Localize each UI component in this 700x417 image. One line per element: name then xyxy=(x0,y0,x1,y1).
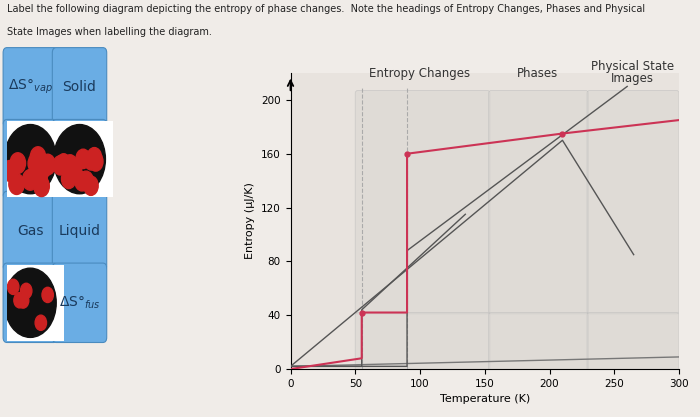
FancyBboxPatch shape xyxy=(52,191,106,271)
FancyBboxPatch shape xyxy=(587,312,679,385)
Text: Gas: Gas xyxy=(17,224,43,238)
Circle shape xyxy=(35,315,46,330)
FancyBboxPatch shape xyxy=(489,312,588,385)
Circle shape xyxy=(76,149,90,168)
Text: Images: Images xyxy=(611,72,654,85)
Circle shape xyxy=(53,156,67,175)
FancyBboxPatch shape xyxy=(3,119,57,199)
Circle shape xyxy=(18,293,29,308)
Circle shape xyxy=(57,154,71,173)
Circle shape xyxy=(40,154,55,175)
Text: Phases: Phases xyxy=(517,67,559,80)
FancyBboxPatch shape xyxy=(587,90,679,314)
Circle shape xyxy=(54,125,106,194)
Circle shape xyxy=(63,155,77,174)
Circle shape xyxy=(8,279,19,294)
FancyBboxPatch shape xyxy=(0,265,64,341)
Circle shape xyxy=(32,167,48,188)
Circle shape xyxy=(34,176,49,196)
Text: ΔS°$_{fus}$: ΔS°$_{fus}$ xyxy=(59,294,100,311)
Circle shape xyxy=(75,171,90,191)
FancyBboxPatch shape xyxy=(3,263,57,342)
Circle shape xyxy=(87,148,101,167)
Circle shape xyxy=(36,157,51,178)
FancyBboxPatch shape xyxy=(52,48,106,127)
Text: Physical State: Physical State xyxy=(591,60,674,73)
Circle shape xyxy=(22,169,38,190)
X-axis label: Temperature (K): Temperature (K) xyxy=(440,394,530,404)
Text: State Images when labelling the diagram.: State Images when labelling the diagram. xyxy=(7,27,212,37)
Circle shape xyxy=(88,152,103,171)
FancyBboxPatch shape xyxy=(355,312,490,385)
Circle shape xyxy=(2,161,18,181)
FancyBboxPatch shape xyxy=(0,121,64,197)
Circle shape xyxy=(14,293,25,308)
FancyBboxPatch shape xyxy=(489,90,588,314)
FancyBboxPatch shape xyxy=(3,191,57,271)
Text: ΔS°$_{vap}$: ΔS°$_{vap}$ xyxy=(8,78,52,96)
Circle shape xyxy=(20,283,32,299)
FancyBboxPatch shape xyxy=(52,119,106,199)
Circle shape xyxy=(62,169,76,188)
Circle shape xyxy=(84,151,99,170)
Y-axis label: Entropy (μJ/K): Entropy (μJ/K) xyxy=(246,183,256,259)
Circle shape xyxy=(42,287,53,302)
FancyBboxPatch shape xyxy=(46,121,113,197)
Circle shape xyxy=(10,153,26,173)
Circle shape xyxy=(67,161,82,181)
FancyBboxPatch shape xyxy=(52,263,106,342)
Text: Solid: Solid xyxy=(62,80,97,94)
Circle shape xyxy=(30,147,46,168)
Text: Entropy Changes: Entropy Changes xyxy=(370,67,470,80)
FancyBboxPatch shape xyxy=(3,48,57,127)
FancyBboxPatch shape xyxy=(355,90,490,314)
Circle shape xyxy=(4,268,56,337)
Text: Liquid: Liquid xyxy=(59,224,101,238)
Text: Label the following diagram depicting the entropy of phase changes.  Note the he: Label the following diagram depicting th… xyxy=(7,4,645,14)
Circle shape xyxy=(28,153,43,174)
Circle shape xyxy=(9,174,25,194)
Circle shape xyxy=(4,125,56,194)
Circle shape xyxy=(79,171,93,191)
Circle shape xyxy=(84,176,98,196)
